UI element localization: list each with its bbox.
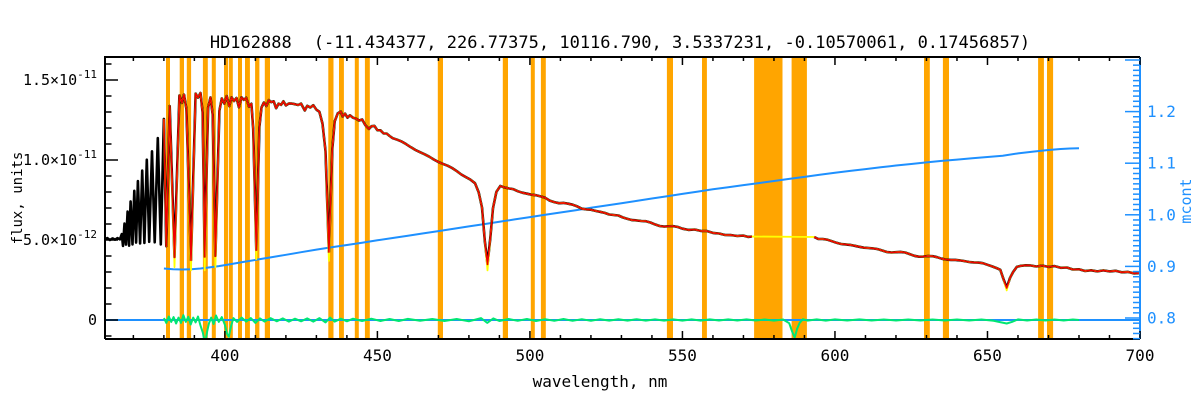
x-tick-label: 550 xyxy=(668,346,697,365)
flux-tick-label: 5.0×10-12 xyxy=(23,228,97,249)
x-tick-label: 450 xyxy=(363,346,392,365)
fit-spectrum-line xyxy=(163,92,1140,289)
masked-region xyxy=(1038,58,1044,338)
mcont-tick-label: 0.8 xyxy=(1147,308,1176,327)
masked-region xyxy=(238,58,242,338)
flux-tick-label: 1.5×10-11 xyxy=(23,68,97,89)
x-tick-label: 650 xyxy=(973,346,1002,365)
x-tick-label: 400 xyxy=(210,346,239,365)
flux-axis-ticks: 0 5.0×10-12 1.0×10-11 1.5×10-11 xyxy=(23,63,118,337)
masked-region xyxy=(364,58,370,338)
flux-tick-label: 1.0×10-11 xyxy=(23,148,97,169)
masked-region xyxy=(224,58,228,338)
masked-region xyxy=(264,58,270,338)
masked-region xyxy=(791,58,807,338)
masked-region xyxy=(666,58,673,338)
plot-box xyxy=(104,56,1140,340)
masked-region xyxy=(354,58,359,338)
star-name: HD162888 xyxy=(209,33,292,53)
mcont-axis-ticks: 0.8 0.9 1.0 1.1 1.2 xyxy=(1125,59,1176,340)
model-spectrum-line xyxy=(163,92,1140,292)
masked-region xyxy=(245,58,250,338)
axes: 400 450 500 550 600 650 700 0 5.0×10-12 1.0×10-11… xyxy=(23,56,1176,365)
masked-region xyxy=(942,58,949,338)
masked-regions xyxy=(166,58,1054,338)
x-tick-label: 500 xyxy=(515,346,544,365)
mcont-tick-label: 1.0 xyxy=(1147,205,1176,224)
masked-region xyxy=(924,58,930,338)
masked-region xyxy=(702,58,707,338)
fit-parameters: (-11.434377, 226.77375, 10116.790, 3.533… xyxy=(313,33,1031,53)
masked-region xyxy=(530,58,535,338)
masked-region xyxy=(754,58,783,338)
masked-region xyxy=(339,58,344,338)
residual-line xyxy=(163,314,1080,339)
continuum-line xyxy=(163,147,1080,271)
mcont-tick-label: 1.2 xyxy=(1147,102,1176,121)
mcont-tick-label: 0.9 xyxy=(1147,257,1176,276)
x-tick-label: 700 xyxy=(1126,346,1155,365)
masked-region xyxy=(502,58,508,338)
mcont-tick-label: 1.1 xyxy=(1147,154,1176,173)
x-axis-ticks: 400 450 500 550 600 650 700 xyxy=(132,57,1155,365)
x-tick-label: 600 xyxy=(821,346,850,365)
masked-region xyxy=(179,58,184,338)
masked-region xyxy=(1047,58,1054,338)
masked-region xyxy=(437,58,443,338)
x-axis-title: wavelength, nm xyxy=(532,372,668,391)
masked-region xyxy=(228,58,233,338)
flux-tick-label: 0 xyxy=(88,311,97,329)
plot-title: HD162888 (-11.434377, 226.77375, 10116.79… xyxy=(40,33,1200,53)
